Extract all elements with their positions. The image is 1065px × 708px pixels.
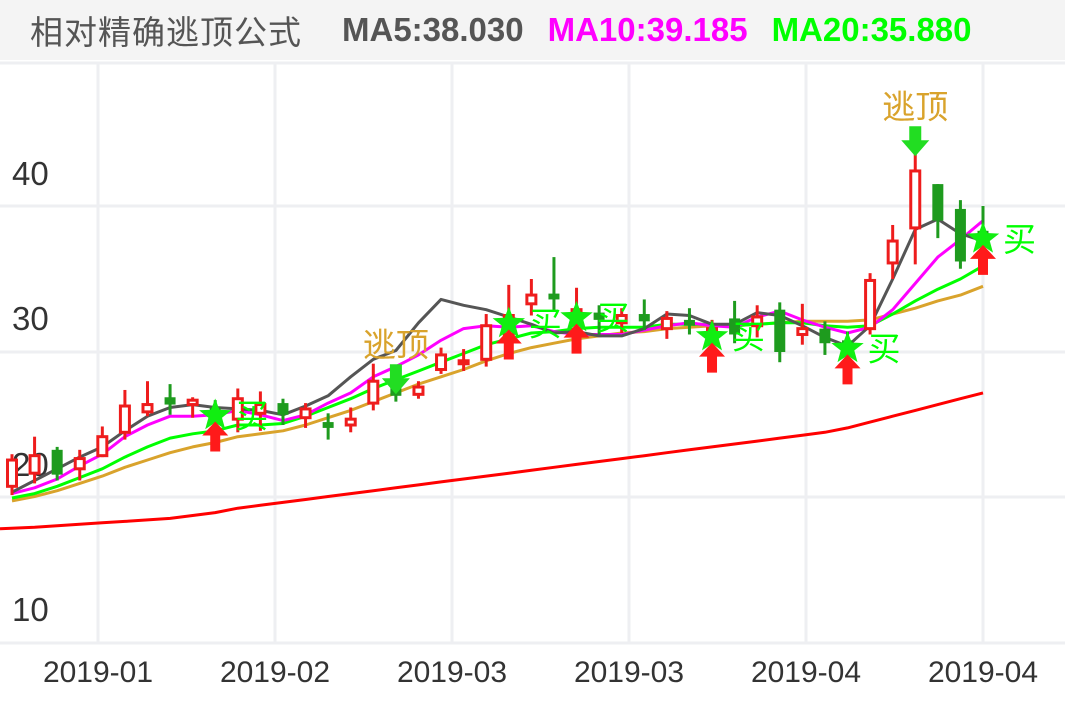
buy-label: 买 [235, 396, 268, 435]
candle [28, 436, 41, 484]
up-arrow-icon [834, 354, 861, 385]
candle [909, 140, 922, 265]
x-tick-label: 2019-04 [751, 656, 861, 689]
candle [954, 200, 966, 269]
x-axis-labels: 2019-01 2019-02 2019-03 2019-03 2019-04 2019-… [43, 656, 1038, 689]
moving-average-lines [0, 217, 984, 531]
candle [638, 299, 650, 331]
candle [51, 446, 63, 481]
buy-signal: 买 [560, 299, 630, 354]
y-tick-label: 30 [12, 300, 49, 337]
up-arrow-icon [970, 244, 996, 275]
candle [96, 426, 109, 458]
candle [141, 381, 154, 417]
up-arrow-icon [563, 323, 590, 354]
candle [864, 273, 877, 335]
signal-markers: 逃顶逃顶买买买买买买 [199, 87, 1036, 452]
candle [231, 388, 244, 433]
up-arrow-icon [699, 342, 726, 373]
x-tick-label: 2019-01 [43, 656, 153, 689]
candle [593, 305, 605, 335]
candle [796, 303, 809, 345]
escape-top-signal: 逃顶 [363, 325, 429, 395]
candle [819, 321, 831, 355]
candles [6, 140, 989, 496]
grid-lines [0, 61, 1065, 645]
ma20-line [11, 264, 984, 500]
candle [277, 398, 289, 425]
candle [118, 389, 131, 440]
escape-top-label: 逃顶 [363, 325, 429, 364]
star-icon [492, 306, 525, 338]
candle [480, 314, 493, 367]
escape-top-signal: 逃顶 [882, 87, 948, 157]
candle [254, 391, 267, 431]
up-arrow-icon [202, 421, 229, 452]
candle [299, 403, 312, 428]
buy-signal: 买 [492, 305, 562, 360]
star-icon [199, 398, 232, 430]
candle [6, 454, 18, 496]
candle [886, 224, 899, 279]
y-tick-label: 40 [12, 155, 49, 192]
escape-top-label: 逃顶 [882, 87, 948, 126]
chart-header: 相对精确逃顶公式 MA5:38.030 MA10:39.185 MA20:35.… [0, 0, 1065, 60]
down-arrow-icon [901, 126, 930, 157]
candle [751, 305, 764, 338]
candle [164, 384, 176, 415]
buy-signal: 买 [695, 318, 765, 373]
candle [525, 279, 538, 316]
x-tick-label: 2019-02 [220, 656, 330, 689]
ma20-legend: MA20:35.880 [771, 11, 972, 48]
buy-signal: 买 [199, 396, 268, 452]
ma10-legend: MA10:39.185 [547, 11, 748, 48]
buy-signal: 买 [966, 220, 1036, 275]
buy-label: 买 [868, 329, 901, 368]
star-icon [831, 331, 864, 363]
buy-label: 买 [1003, 220, 1036, 259]
candle [683, 308, 695, 335]
ma250-line [0, 391, 984, 531]
candle [774, 302, 786, 363]
candle [186, 397, 199, 418]
ma5-legend: MA5:38.030 [342, 11, 524, 48]
candle [615, 308, 628, 334]
candle [932, 184, 944, 239]
star-icon [695, 319, 729, 351]
candle [729, 300, 741, 344]
candle [660, 311, 673, 339]
star-icon [966, 221, 1000, 253]
y-axis-labels: 40302010 [12, 155, 49, 628]
candle [367, 363, 380, 411]
candle [322, 413, 334, 440]
candle [435, 347, 448, 374]
down-arrow-icon [381, 364, 410, 395]
indicator-title: 相对精确逃顶公式 [30, 13, 302, 52]
buy-label: 买 [529, 305, 562, 344]
buy-label: 买 [732, 318, 765, 357]
x-tick-label: 2019-03 [574, 656, 684, 689]
up-arrow-icon [495, 329, 522, 360]
ma30-line [11, 284, 984, 503]
buy-label: 买 [597, 299, 630, 338]
buy-signal: 买 [831, 329, 901, 385]
candle [412, 381, 425, 399]
star-icon [560, 300, 593, 332]
y-tick-label: 10 [12, 591, 49, 628]
candle [457, 349, 470, 371]
candle [73, 449, 86, 481]
x-tick-label: 2019-03 [397, 656, 507, 689]
ma10-line [11, 219, 984, 496]
candle [548, 257, 560, 312]
candle [344, 407, 357, 433]
x-tick-label: 2019-04 [928, 656, 1038, 689]
